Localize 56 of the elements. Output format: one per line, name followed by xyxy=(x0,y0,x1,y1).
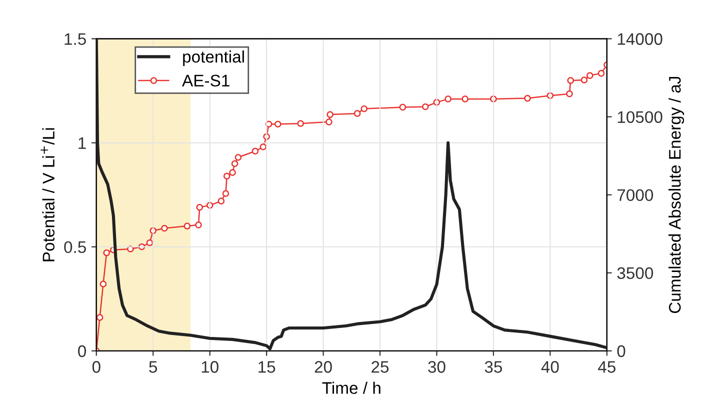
point xyxy=(462,96,468,102)
y2-tick-label: 0 xyxy=(617,345,626,358)
y-tick-label: 1.5 xyxy=(64,33,86,45)
legend-label: AE-S1 xyxy=(182,74,230,87)
point xyxy=(274,120,282,128)
legend-label: potential xyxy=(183,50,244,66)
y-tick-label: 0 xyxy=(78,345,86,358)
point xyxy=(598,70,605,77)
point xyxy=(223,172,230,180)
y2-tick-label: 10500 xyxy=(618,111,662,123)
y-axis-title: Potential / V Li$^{+}$/Li xyxy=(40,128,55,262)
point xyxy=(222,190,230,197)
point xyxy=(161,224,168,232)
point xyxy=(184,222,191,230)
point xyxy=(103,249,110,256)
x-axis-title: Time / h xyxy=(322,382,380,394)
x-tick-label: 20 xyxy=(314,361,332,373)
point xyxy=(354,110,361,117)
point xyxy=(399,104,406,111)
point xyxy=(196,204,204,211)
x-tick-label: 30 xyxy=(428,361,446,373)
x-tick-label: 40 xyxy=(541,361,559,373)
point xyxy=(360,105,368,112)
point xyxy=(100,280,107,288)
point xyxy=(218,198,225,204)
y2-tick-label: 7000 xyxy=(617,189,654,202)
point xyxy=(524,94,531,102)
point xyxy=(146,239,154,246)
x-tick-label: 5 xyxy=(149,361,158,373)
y2-axis-title: Cumulated Absolute Energy / aJ xyxy=(668,76,684,314)
point xyxy=(422,103,429,110)
point xyxy=(566,90,573,98)
point xyxy=(195,222,202,228)
x-tick-label: 15 xyxy=(258,361,276,373)
x-tick-label: 10 xyxy=(202,361,218,373)
x-tick-label: 0 xyxy=(92,361,100,373)
point xyxy=(580,76,588,84)
point xyxy=(444,96,452,102)
y-tick-label: 0.5 xyxy=(64,241,86,254)
y-tick-label: 1 xyxy=(78,137,86,149)
point xyxy=(586,72,594,79)
y2-tick-label: 14000 xyxy=(618,33,662,45)
point xyxy=(96,314,104,321)
point xyxy=(260,143,267,150)
point xyxy=(326,118,332,126)
y2-tick-label: 3500 xyxy=(617,267,654,280)
x-tick-label: 35 xyxy=(484,361,502,373)
point xyxy=(229,169,236,176)
point xyxy=(567,77,574,84)
point xyxy=(231,160,238,168)
x-tick-label: 25 xyxy=(372,361,389,373)
point xyxy=(234,154,242,161)
point xyxy=(297,120,304,127)
point xyxy=(326,111,334,118)
point xyxy=(252,148,259,155)
x-tick-label: 45 xyxy=(598,361,616,373)
